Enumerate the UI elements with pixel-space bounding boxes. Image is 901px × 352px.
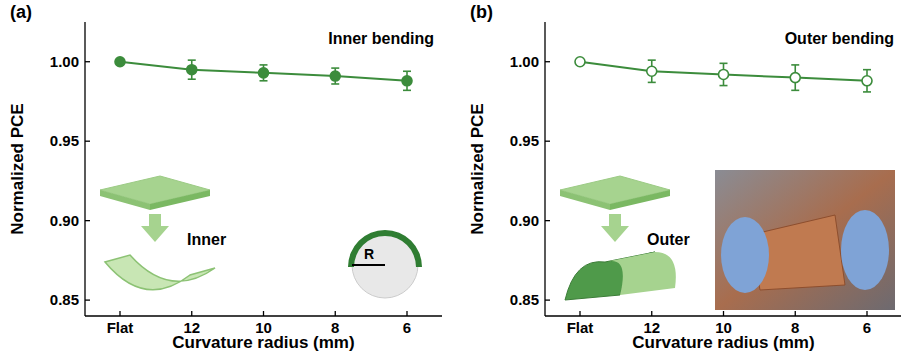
annotation: Outer bending <box>785 30 894 47</box>
x-tick <box>651 311 652 316</box>
y-axis-title: Normalized PCE <box>468 103 487 234</box>
panel: (a)Normalized PCECurvature radius (mm)0.… <box>8 2 442 352</box>
error-bar <box>188 60 196 79</box>
data-point <box>719 69 729 79</box>
x-tick-label: 12 <box>183 319 200 336</box>
photo-glove <box>841 210 889 290</box>
data-point <box>187 65 197 75</box>
data-point <box>402 76 412 86</box>
x-tick-label: Flat <box>107 319 134 336</box>
panel: (b)Normalized PCECurvature radius (mm)0.… <box>468 2 901 352</box>
error-bar <box>403 71 411 90</box>
y-tick <box>545 141 550 142</box>
x-tick-label: 8 <box>791 319 799 336</box>
x-tick <box>191 311 192 316</box>
y-tick <box>545 299 550 300</box>
bent-sheet-top <box>605 252 676 295</box>
y-tick <box>85 61 90 62</box>
y-tick-label: 0.95 <box>510 132 539 149</box>
series-line <box>120 62 407 81</box>
photo <box>715 170 895 310</box>
data-area <box>575 57 872 92</box>
x-tick <box>723 311 724 316</box>
data-point <box>862 76 872 86</box>
arrow <box>141 214 169 242</box>
y-tick-label: 0.85 <box>510 291 539 308</box>
y-axis-line <box>544 22 545 316</box>
y-tick <box>545 220 550 221</box>
y-tick-label: 1.00 <box>510 53 539 70</box>
panel-label: (a) <box>10 2 32 22</box>
slab-side <box>610 190 670 210</box>
illustration <box>100 176 422 298</box>
y-axis-title: Normalized PCE <box>8 103 27 234</box>
y-tick-label: 0.90 <box>50 212 79 229</box>
x-tick-label: 12 <box>643 319 660 336</box>
x-tick <box>119 311 120 316</box>
data-point <box>115 57 125 67</box>
x-tick-label: 10 <box>715 319 732 336</box>
y-tick <box>85 220 90 221</box>
bent-sheet <box>105 255 215 290</box>
x-tick <box>406 311 407 316</box>
y-tick-label: 0.85 <box>50 291 79 308</box>
annotation: Outer <box>647 231 690 248</box>
figure: (a)Normalized PCECurvature radius (mm)0.… <box>0 0 901 352</box>
slab-side <box>560 190 610 210</box>
data-point <box>790 73 800 83</box>
data-area <box>115 57 412 91</box>
error-bar <box>260 65 268 81</box>
x-tick-label: 8 <box>331 319 339 336</box>
photo-glove <box>721 217 769 293</box>
x-tick <box>866 311 867 316</box>
y-tick <box>545 61 550 62</box>
y-tick <box>85 299 90 300</box>
y-tick-label: 1.00 <box>50 53 79 70</box>
error-bar <box>720 63 728 85</box>
y-axis-line <box>84 22 85 316</box>
y-tick <box>85 141 90 142</box>
bent-device <box>348 230 422 267</box>
slab-side <box>150 190 210 210</box>
x-tick-label: 6 <box>863 319 871 336</box>
x-tick-label: 6 <box>403 319 411 336</box>
arrow <box>601 214 629 242</box>
panel-label: (b) <box>470 2 493 22</box>
data-point <box>575 57 585 67</box>
error-bar <box>648 60 656 82</box>
annotation: Inner <box>187 231 226 248</box>
x-tick <box>579 311 580 316</box>
annotation: Inner bending <box>328 30 434 47</box>
x-tick-label: Flat <box>567 319 594 336</box>
x-tick <box>335 311 336 316</box>
data-point <box>330 71 340 81</box>
y-tick-label: 0.95 <box>50 132 79 149</box>
error-bar <box>331 68 339 84</box>
x-tick <box>795 311 796 316</box>
y-tick-label: 0.90 <box>510 212 539 229</box>
data-point <box>259 68 269 78</box>
error-bar <box>791 65 799 90</box>
annotation: R <box>364 246 374 262</box>
slab-side <box>100 190 150 210</box>
radius-line <box>352 264 385 266</box>
x-tick <box>263 311 264 316</box>
x-tick-label: 10 <box>255 319 272 336</box>
data-point <box>647 66 657 76</box>
illustration <box>560 170 895 310</box>
error-bar <box>863 70 871 92</box>
